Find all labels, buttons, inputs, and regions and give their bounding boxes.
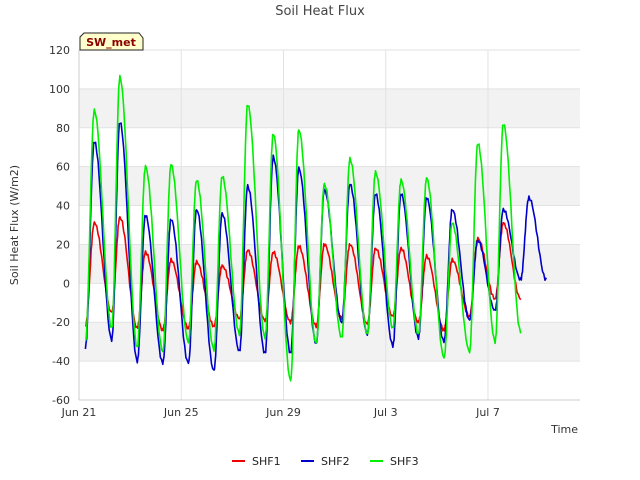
series-lines bbox=[84, 74, 548, 382]
legend-label-shf1: SHF1 bbox=[252, 455, 281, 468]
x-tick-label: Jul 3 bbox=[373, 406, 398, 419]
y-tick-label: 120 bbox=[49, 44, 70, 57]
band bbox=[79, 322, 580, 362]
y-tick-label: 80 bbox=[56, 122, 70, 135]
y-axis-label: Soil Heat Flux (W/m2) bbox=[8, 165, 21, 285]
y-tick-label: 60 bbox=[56, 161, 70, 174]
x-tick-label: Jul 7 bbox=[475, 406, 500, 419]
legend-label-shf3: SHF3 bbox=[390, 455, 419, 468]
band bbox=[79, 50, 580, 89]
y-tick-labels: -60 -40 -20 0 20 40 60 80 100 120 bbox=[49, 44, 70, 407]
chart-title: Soil Heat Flux bbox=[275, 4, 365, 19]
band bbox=[79, 127, 580, 167]
site-badge-box bbox=[79, 32, 144, 51]
site-badge-label: SW_met bbox=[86, 36, 136, 49]
x-tick-labels: Jun 21 Jun 25 Jun 29 Jul 3 Jul 7 bbox=[61, 406, 500, 419]
site-badge: SW_met bbox=[79, 32, 144, 51]
x-axis-label: Time bbox=[550, 423, 578, 436]
x-tick-label: Jun 25 bbox=[163, 406, 199, 419]
y-tick-label: 100 bbox=[49, 83, 70, 96]
band bbox=[79, 361, 580, 400]
x-tick-label: Jun 29 bbox=[265, 406, 301, 419]
x-tick-label: Jun 21 bbox=[61, 406, 97, 419]
y-tick-label: -60 bbox=[52, 394, 70, 407]
legend-label-shf2: SHF2 bbox=[321, 455, 350, 468]
band bbox=[79, 88, 580, 128]
y-tick-label: 20 bbox=[56, 238, 70, 251]
series-line-shf3 bbox=[85, 74, 522, 382]
legend: SHF1 SHF2 SHF3 bbox=[232, 455, 419, 468]
y-tick-label: -20 bbox=[52, 316, 70, 329]
y-tick-label: 0 bbox=[63, 277, 70, 290]
y-tick-label: 40 bbox=[56, 200, 70, 213]
y-tick-label: -40 bbox=[52, 355, 70, 368]
band bbox=[79, 166, 580, 206]
